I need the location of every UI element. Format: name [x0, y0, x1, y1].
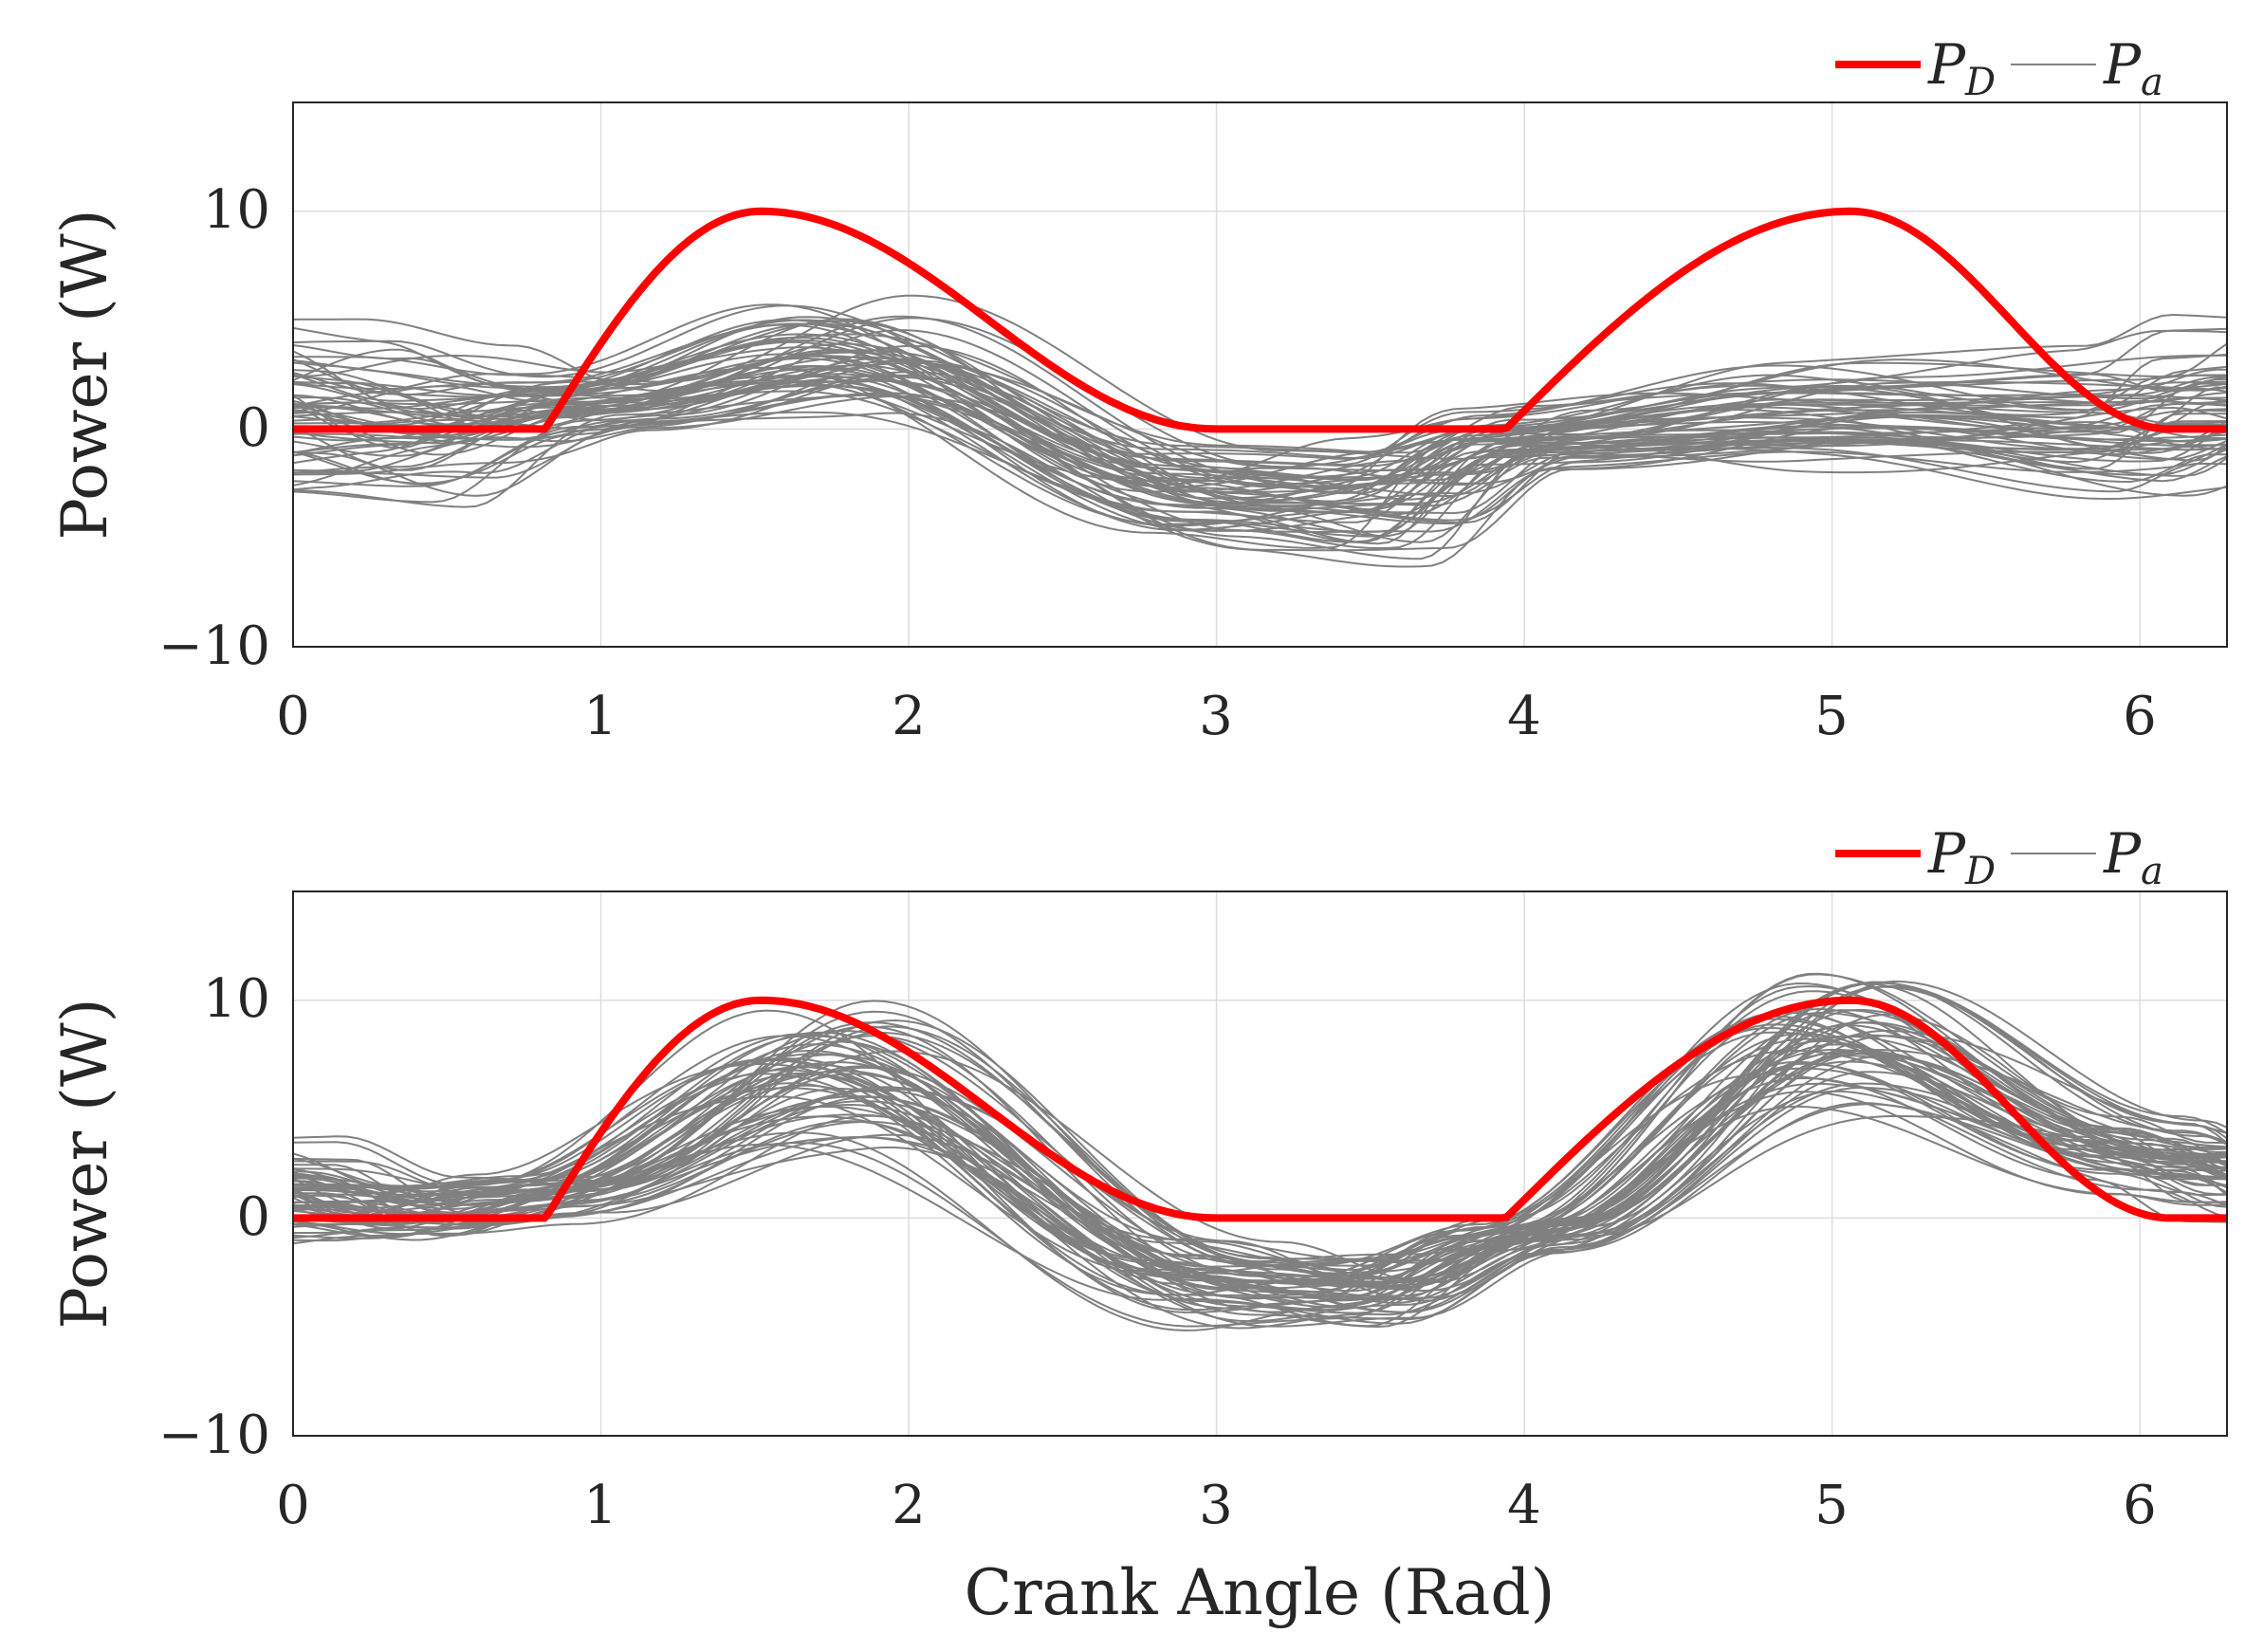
bottom-trial-line	[292, 1105, 2228, 1328]
top-panel: 10 0 −10 0 1 2 3 4 5 6 Power (W) PD Pa	[48, 32, 2228, 747]
top-trial-line	[292, 313, 2228, 460]
top-y-axis-label: Power (W)	[48, 210, 121, 541]
bottom-plot-frame	[292, 890, 2228, 1437]
bottom-trial-line	[292, 1101, 2228, 1328]
top-trial-line	[293, 294, 2228, 460]
bottom-trial-line	[292, 1020, 2228, 1300]
top-ytick-label: −10	[158, 615, 270, 677]
bottom-y-axis-label: Power (W)	[48, 999, 121, 1330]
bottom-legend-pa-label: Pa	[2103, 821, 2163, 893]
top-xtick-label: 4	[1507, 686, 1541, 747]
bottom-xtick-label: 3	[1199, 1475, 1233, 1536]
top-xtick-label: 6	[2123, 686, 2157, 747]
top-xtick-label: 5	[1814, 686, 1849, 747]
bottom-legend-pd-label: PD	[1927, 821, 1996, 893]
top-trial-line	[292, 303, 2228, 493]
top-ytick-label: 0	[236, 397, 270, 459]
bottom-ytick-label: 0	[236, 1186, 270, 1248]
bottom-xtick-label: 2	[892, 1475, 926, 1536]
bottom-trial-line	[292, 1076, 2228, 1312]
top-trial-line	[292, 315, 2228, 497]
top-trial-line	[292, 322, 2228, 495]
bottom-legend: PD Pa	[1835, 821, 2163, 893]
bottom-trial-line	[292, 990, 2228, 1272]
top-legend-pa-label: Pa	[2103, 32, 2163, 104]
bottom-xtick-label: 1	[583, 1475, 617, 1536]
top-trial-line	[292, 342, 2228, 471]
top-trial-line	[293, 361, 2228, 486]
top-desired-power-line	[293, 207, 2227, 433]
top-xtick-label: 2	[892, 686, 926, 747]
top-xtick-label: 0	[276, 686, 310, 747]
top-plot-frame	[292, 101, 2228, 648]
top-ytick-label: 10	[203, 179, 270, 241]
top-trial-line	[292, 353, 2228, 488]
bottom-xtick-label: 6	[2123, 1475, 2157, 1536]
bottom-ytick-label: 10	[203, 968, 270, 1030]
bottom-trial-line	[292, 1011, 2228, 1266]
bottom-trial-line	[292, 1066, 2228, 1298]
top-trial-line	[293, 359, 2228, 488]
bottom-trial-line	[292, 972, 2227, 1288]
top-xtick-label: 3	[1199, 686, 1233, 747]
bottom-ytick-label: −10	[158, 1404, 270, 1466]
bottom-trial-line	[292, 981, 2228, 1263]
bottom-trial-line	[292, 1060, 2228, 1313]
top-xtick-label: 1	[583, 686, 617, 747]
bottom-xtick-label: 5	[1814, 1475, 1849, 1536]
bottom-desired-power-line	[293, 996, 2227, 1222]
bottom-trial-line	[293, 1071, 2228, 1313]
bottom-xtick-label: 4	[1507, 1475, 1541, 1536]
top-trial-line	[292, 375, 2228, 538]
top-trial-line	[292, 354, 2228, 492]
top-trial-line	[292, 319, 2228, 460]
bottom-trial-line	[292, 1049, 2228, 1280]
top-legend: PD Pa	[1835, 32, 2163, 104]
x-axis-label: Crank Angle (Rad)	[965, 1556, 1555, 1629]
top-trial-lines	[292, 294, 2228, 568]
bottom-trial-line	[292, 1082, 2228, 1323]
top-trial-line	[292, 374, 2228, 515]
top-legend-pd-label: PD	[1927, 32, 1996, 104]
top-trial-line	[292, 356, 2228, 515]
bottom-panel: 10 0 −10 0 1 2 3 4 5 6 Power (W) Crank A…	[48, 821, 2228, 1629]
bottom-trial-lines	[292, 972, 2228, 1331]
bottom-xtick-label: 0	[276, 1475, 310, 1536]
top-trial-line	[292, 355, 2228, 543]
